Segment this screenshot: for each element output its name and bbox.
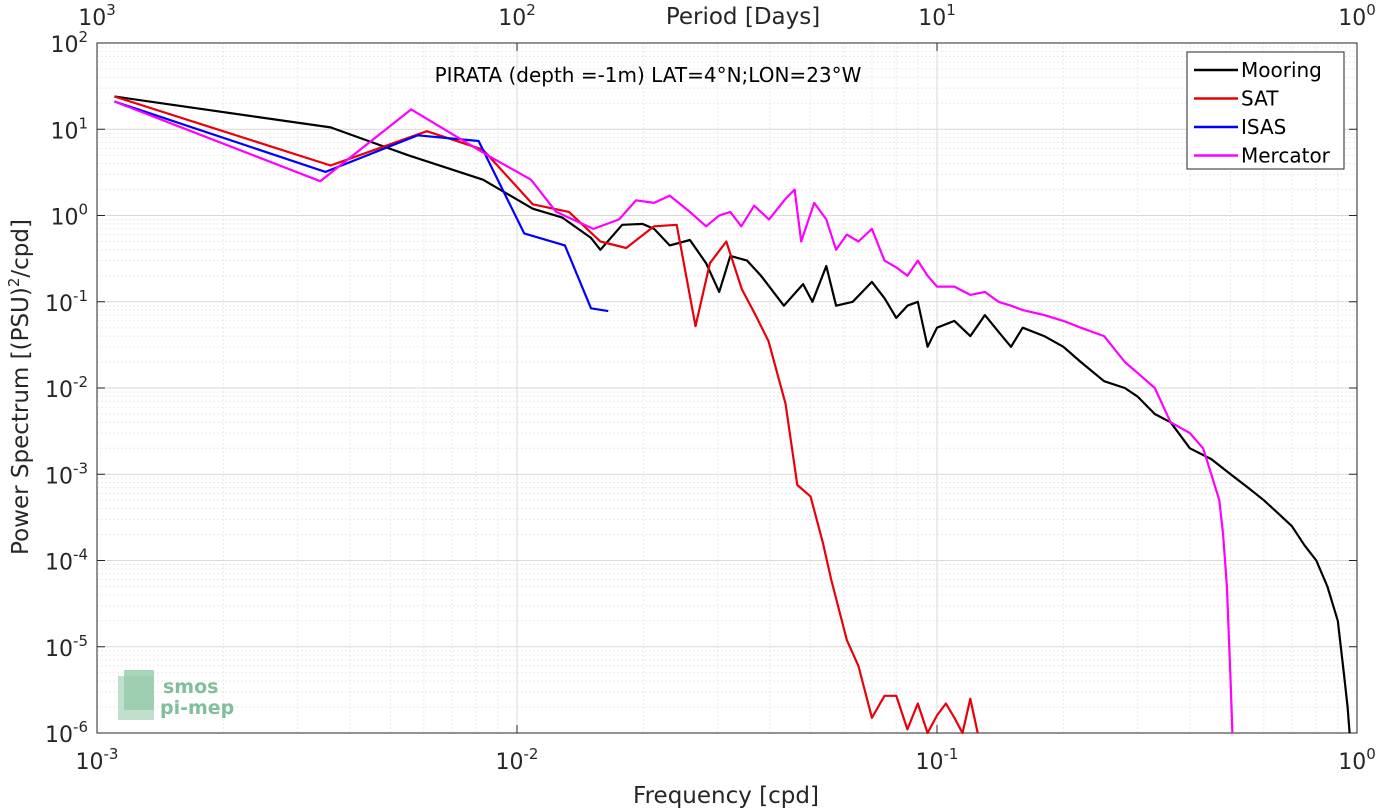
y-tick-label-exponent: 2 bbox=[78, 28, 88, 46]
x-tick-label-base: 10 bbox=[1338, 750, 1366, 775]
y-tick-label-base: 10 bbox=[45, 551, 73, 576]
top-tick-label-base: 10 bbox=[498, 6, 526, 31]
y-tick-label-base: 10 bbox=[45, 464, 73, 489]
y-tick-label-exponent: -3 bbox=[73, 459, 88, 477]
y-tick-label: 102 bbox=[50, 28, 88, 58]
y-tick-label-base: 10 bbox=[45, 723, 73, 748]
legend-label-isas: ISAS bbox=[1241, 115, 1286, 139]
legend-label-mooring: Mooring bbox=[1241, 58, 1322, 82]
y-tick-label-base: 10 bbox=[50, 119, 78, 144]
x-axis-label: Frequency [cpd] bbox=[633, 783, 819, 809]
y-tick-label: 101 bbox=[50, 114, 88, 144]
y-tick-label-exponent: -6 bbox=[73, 718, 88, 736]
top-tick-label: 103 bbox=[78, 1, 116, 31]
y-tick-label-exponent: -1 bbox=[73, 287, 88, 305]
series-line-mooring bbox=[114, 95, 1351, 734]
top-tick-label-exponent: 1 bbox=[946, 1, 956, 19]
y-tick-label-base: 10 bbox=[45, 378, 73, 403]
y-tick-label: 10-5 bbox=[45, 632, 88, 662]
y-tick-label: 10-1 bbox=[45, 287, 88, 317]
legend-label-sat: SAT bbox=[1241, 87, 1279, 111]
y-tick-label-exponent: -5 bbox=[73, 632, 88, 650]
y-axis-label-exponent: 2 bbox=[5, 278, 23, 288]
top-tick-label-exponent: 2 bbox=[526, 1, 536, 19]
top-tick-label: 102 bbox=[498, 1, 536, 31]
x-tick-label: 10-2 bbox=[496, 745, 539, 775]
logo-line2: pi-mep bbox=[160, 697, 234, 719]
grid bbox=[96, 43, 1357, 734]
y-tick-label: 100 bbox=[50, 201, 88, 231]
series-line-mercator bbox=[114, 100, 1234, 734]
series-line-sat bbox=[114, 95, 979, 735]
y-tick-label-base: 10 bbox=[50, 206, 78, 231]
x-tick-label-base: 10 bbox=[496, 750, 524, 775]
chart-title: PIRATA (depth =-1m) LAT=4°N;LON=23°W bbox=[435, 63, 862, 87]
x-tick-label-exponent: -3 bbox=[104, 745, 119, 763]
x-tick-label-base: 10 bbox=[76, 750, 104, 775]
y-axis-label: Power Spectrum [(PSU)2/cpd] bbox=[5, 219, 34, 555]
legend-label-mercator: Mercator bbox=[1241, 144, 1331, 168]
y-axis-label-tail: /cpd] bbox=[8, 219, 34, 278]
chart-texts: PIRATA (depth =-1m) LAT=4°N;LON=23°W Fre… bbox=[5, 4, 862, 809]
series-lines bbox=[114, 95, 1351, 735]
top-tick-label: 100 bbox=[1338, 1, 1376, 31]
y-tick-label-base: 10 bbox=[45, 292, 73, 317]
top-tick-label-base: 10 bbox=[918, 6, 946, 31]
x-tick-label-exponent: -2 bbox=[524, 745, 539, 763]
y-tick-label-exponent: -2 bbox=[73, 373, 88, 391]
legend: Mooring SAT ISAS Mercator bbox=[1186, 51, 1345, 170]
y-tick-label-base: 10 bbox=[50, 33, 78, 58]
x-tick-label: 100 bbox=[1338, 745, 1376, 775]
x-tick-label-base: 10 bbox=[916, 750, 944, 775]
y-tick-label-exponent: 0 bbox=[78, 201, 88, 219]
y-axis-label-main: Power Spectrum [(PSU) bbox=[8, 287, 34, 555]
x-tick-label: 10-1 bbox=[916, 745, 959, 775]
legend-box bbox=[1186, 51, 1345, 170]
logo-mark-2 bbox=[124, 670, 154, 710]
y-tick-label: 10-6 bbox=[45, 718, 88, 748]
y-tick-label-base: 10 bbox=[45, 637, 73, 662]
y-tick-label-exponent: -4 bbox=[73, 546, 88, 564]
top-tick-label-exponent: 0 bbox=[1366, 1, 1376, 19]
x-tick-label-exponent: 0 bbox=[1366, 745, 1376, 763]
x-tick-label: 10-3 bbox=[76, 745, 119, 775]
top-tick-label: 101 bbox=[918, 1, 956, 31]
x-tick-label-exponent: -1 bbox=[944, 745, 959, 763]
top-tick-label-exponent: 3 bbox=[106, 1, 116, 19]
y-tick-label: 10-3 bbox=[45, 459, 88, 489]
top-tick-label-base: 10 bbox=[78, 6, 106, 31]
smos-pimep-logo: smos pi-mep bbox=[118, 670, 234, 720]
y-tick-label-exponent: 1 bbox=[78, 114, 88, 132]
top-tick-label-base: 10 bbox=[1338, 6, 1366, 31]
top-axis-label: Period [Days] bbox=[666, 4, 820, 30]
y-tick-label: 10-2 bbox=[45, 373, 88, 403]
y-tick-label: 10-4 bbox=[45, 546, 88, 576]
logo-line1: smos bbox=[163, 676, 218, 698]
